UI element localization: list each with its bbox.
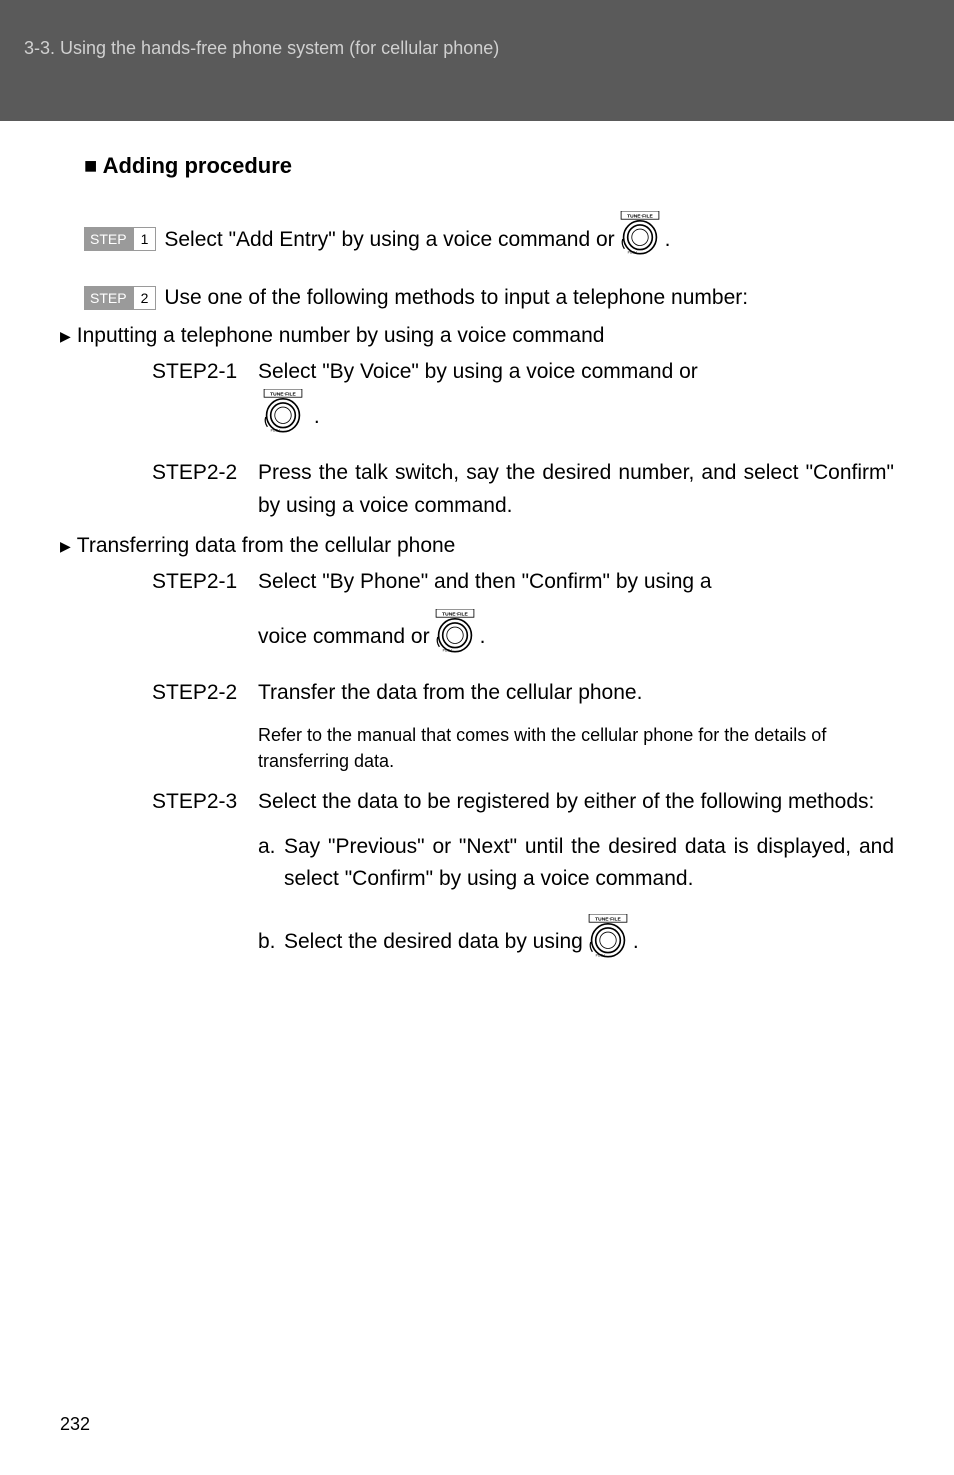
heading-text: Adding procedure (103, 153, 292, 178)
substep-label-empty (152, 831, 258, 989)
substep-label: STEP2-2 (152, 457, 258, 522)
option-b-after: . (633, 926, 639, 959)
page-number: 232 (60, 1414, 90, 1435)
step-1-text: Select "Add Entry" by using a voice comm… (164, 211, 894, 268)
subheading-voice-text: Inputting a telephone number by using a … (77, 324, 605, 348)
substep-label-empty (152, 722, 258, 774)
voice-step-1-text: Select "By Voice" by using a voice comma… (258, 356, 894, 445)
step-badge-number: 2 (133, 286, 157, 310)
phone-step-2-text: Transfer the data from the cellular phon… (258, 677, 894, 710)
step-badge-2: STEP 2 (84, 286, 156, 310)
option-b-before: Select the desired data by using (284, 926, 583, 959)
phone-step-2-note-text: Refer to the manual that comes with the … (258, 722, 894, 774)
header-section: 3-3. Using the hands-free phone system (… (0, 0, 954, 121)
phone-s1-line2: voice command or (258, 621, 430, 654)
option-b-label: b. (258, 926, 284, 959)
substep-label: STEP2-3 (152, 786, 258, 819)
step1-text-before: Select "Add Entry" by using a voice comm… (164, 223, 614, 257)
option-b: b. Select the desired data by using . (258, 914, 894, 971)
phone-s1-before: Select "By Phone" and then "Confirm" by … (258, 570, 712, 593)
step-1: STEP 1 Select "Add Entry" by using a voi… (84, 211, 894, 268)
phone-step-3-text: Select the data to be registered by eith… (258, 786, 894, 819)
tune-knob-icon (434, 609, 476, 666)
phone-s1-after: . (480, 621, 486, 654)
step-2-text: Use one of the following methods to inpu… (164, 282, 894, 315)
option-a-text: Say "Previous" or "Next" until the desir… (284, 831, 894, 896)
subheading-phone: Transferring data from the cellular phon… (60, 534, 894, 558)
step-badge-number: 1 (133, 227, 157, 251)
step-2: STEP 2 Use one of the following methods … (84, 282, 894, 315)
voice-step-2-text: Press the talk switch, say the desired n… (258, 457, 894, 522)
step1-text-after: . (665, 223, 671, 257)
step-badge-label: STEP (84, 227, 133, 251)
substep-label: STEP2-1 (152, 356, 258, 445)
phone-step-3-options: a. Say "Previous" or "Next" until the de… (152, 831, 894, 989)
substep-label: STEP2-1 (152, 566, 258, 665)
tune-knob-icon (262, 389, 304, 446)
page-content: Adding procedure STEP 1 Select "Add Entr… (0, 121, 954, 988)
option-a: a. Say "Previous" or "Next" until the de… (258, 831, 894, 896)
phone-step-3: STEP2-3 Select the data to be registered… (152, 786, 894, 819)
voice-step-1: STEP2-1 Select "By Voice" by using a voi… (152, 356, 894, 445)
step-badge-label: STEP (84, 286, 133, 310)
voice-step-2: STEP2-2 Press the talk switch, say the d… (152, 457, 894, 522)
step-badge-1: STEP 1 (84, 227, 156, 251)
option-a-label: a. (258, 831, 284, 896)
phone-step-1-text: Select "By Phone" and then "Confirm" by … (258, 566, 894, 665)
section-heading: Adding procedure (84, 153, 894, 179)
lettered-options: a. Say "Previous" or "Next" until the de… (258, 831, 894, 989)
subheading-phone-text: Transferring data from the cellular phon… (77, 534, 456, 558)
breadcrumb: 3-3. Using the hands-free phone system (… (24, 38, 499, 58)
voice-s1-after: . (314, 405, 320, 428)
tune-knob-icon (587, 914, 629, 971)
voice-s1-before: Select "By Voice" by using a voice comma… (258, 360, 698, 383)
substep-label: STEP2-2 (152, 677, 258, 710)
phone-step-2: STEP2-2 Transfer the data from the cellu… (152, 677, 894, 710)
tune-knob-icon (619, 211, 661, 268)
phone-step-1: STEP2-1 Select "By Phone" and then "Conf… (152, 566, 894, 665)
phone-step-2-note: Refer to the manual that comes with the … (152, 722, 894, 774)
option-b-text: Select the desired data by using . (284, 914, 894, 971)
subheading-voice: Inputting a telephone number by using a … (60, 324, 894, 348)
